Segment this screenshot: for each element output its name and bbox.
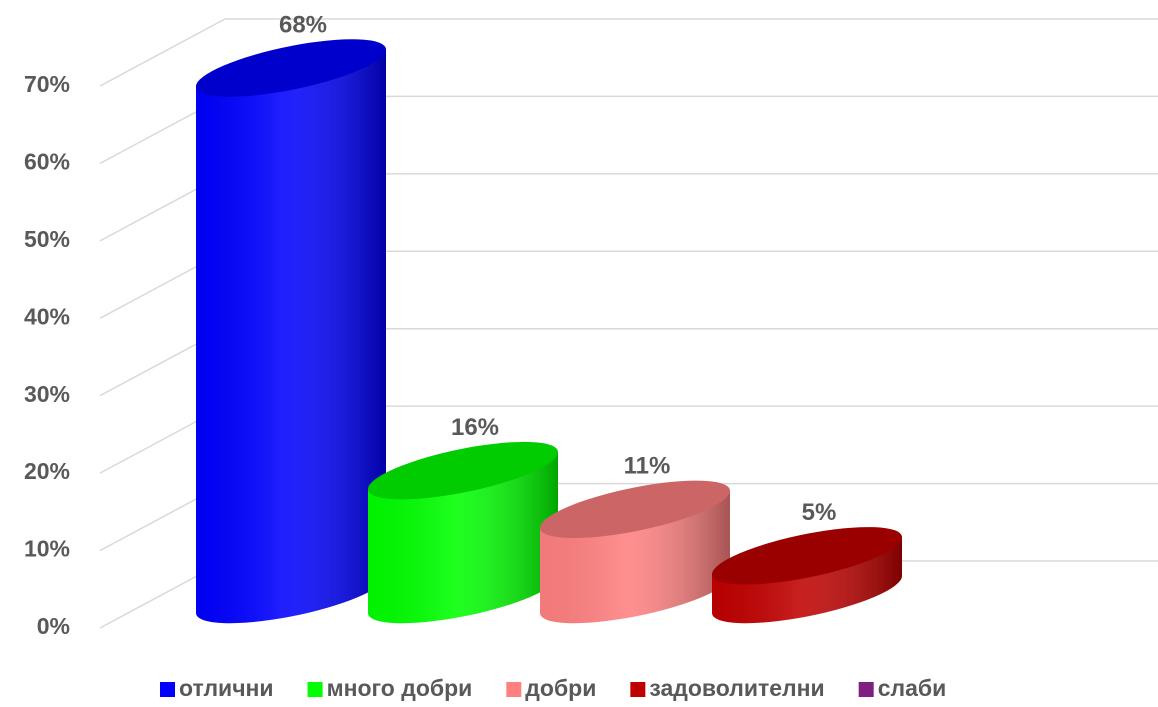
cylinder-top	[196, 39, 386, 97]
y-tick-label: 30%	[24, 381, 70, 407]
data-label: 68%	[279, 11, 327, 38]
cylinder	[712, 527, 902, 624]
y-tick-label: 0%	[37, 613, 70, 639]
legend-label: слаби	[878, 675, 947, 701]
cylinder-top	[712, 527, 902, 585]
legend-label: отлични	[179, 675, 274, 701]
data-label: 5%	[802, 499, 837, 526]
y-tick-label: 20%	[24, 458, 70, 484]
data-label: 11%	[624, 453, 671, 480]
y-tick-label: 60%	[24, 149, 70, 175]
grid-line-side	[99, 18, 226, 87]
cylinder-top	[540, 480, 730, 539]
cylinder	[196, 39, 386, 624]
legend-swatch	[307, 682, 323, 697]
data-label: 16%	[451, 414, 499, 441]
cylinder	[368, 441, 558, 624]
legend-label: добри	[525, 675, 596, 701]
y-tick-label: 10%	[24, 536, 70, 562]
cylinder-shade	[196, 49, 386, 624]
legend-label: задоволителни	[649, 675, 824, 701]
legend-swatch	[506, 682, 522, 697]
y-tick-label: 50%	[24, 226, 70, 252]
y-tick-label: 70%	[24, 71, 70, 97]
y-tick-label: 40%	[24, 303, 70, 329]
legend-label: много добри	[327, 675, 473, 701]
legend-swatch	[858, 682, 874, 697]
legend-swatch	[630, 682, 646, 697]
legend-swatch	[160, 682, 175, 697]
cylinder	[540, 480, 730, 624]
cylinder-top	[368, 441, 558, 500]
